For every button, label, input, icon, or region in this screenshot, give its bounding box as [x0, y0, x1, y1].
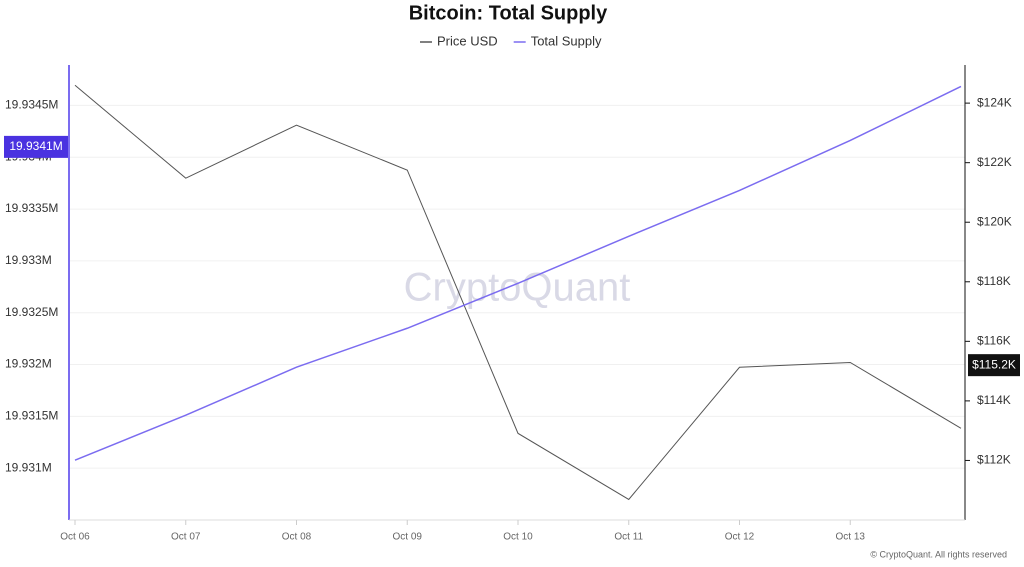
- y-tick-label: 19.932M: [5, 357, 52, 371]
- y-tick-label: 19.9345M: [5, 98, 58, 112]
- watermark: CryptoQuant: [404, 266, 631, 310]
- legend-label: Total Supply: [531, 33, 602, 48]
- y2-tick-label: $118K: [977, 274, 1011, 288]
- y2-tick-label: $122K: [977, 155, 1012, 169]
- y2-tick-label: $116K: [977, 334, 1011, 348]
- y2-tick-label: $124K: [977, 95, 1012, 109]
- y-tick-label: 19.9315M: [5, 409, 58, 423]
- x-tick-label: Oct 07: [171, 532, 201, 543]
- axis-marker-label: $115.2K: [972, 357, 1016, 371]
- y2-tick-label: $120K: [977, 214, 1012, 228]
- x-tick-label: Oct 09: [393, 532, 423, 543]
- y2-tick-label: $114K: [977, 393, 1011, 407]
- legend-label: Price USD: [437, 33, 498, 48]
- x-tick-label: Oct 12: [725, 532, 755, 543]
- y-tick-label: 19.9325M: [5, 305, 58, 319]
- y-tick-label: 19.933M: [5, 253, 52, 267]
- x-tick-label: Oct 13: [836, 532, 866, 543]
- series-line: [74, 85, 962, 461]
- x-tick-label: Oct 11: [614, 532, 643, 543]
- axis-marker: [4, 135, 68, 158]
- x-tick-label: Oct 08: [282, 532, 312, 543]
- chart-title: Bitcoin: Total Supply: [409, 2, 608, 24]
- axis-marker-label: 19.9341M: [9, 139, 62, 153]
- y-tick-label: 19.931M: [5, 460, 52, 474]
- y2-tick-label: $112K: [977, 453, 1011, 467]
- x-tick-label: Oct 06: [60, 532, 90, 543]
- series-line: [74, 84, 962, 501]
- x-tick-label: Oct 10: [503, 532, 533, 543]
- y-tick-label: 19.9335M: [5, 201, 58, 215]
- source: © CryptoQuant. All rights reserved: [870, 549, 1007, 559]
- axis-marker: [968, 354, 1020, 377]
